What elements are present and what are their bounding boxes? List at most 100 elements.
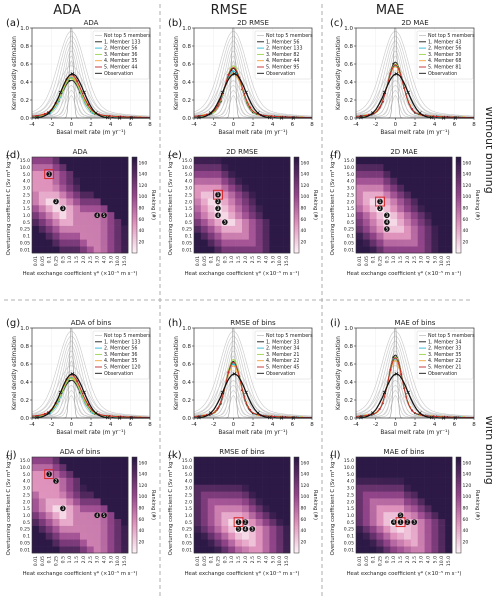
heatmap-cell [214, 477, 222, 485]
x-tick-label: 2.0 [243, 256, 249, 263]
heatmap-cell [269, 157, 277, 165]
observation-marker [394, 372, 399, 376]
top-member-rank: 4 [244, 527, 247, 532]
heatmap-cell [200, 211, 209, 220]
panel-letter: (e) [168, 150, 182, 161]
heatmap-cell [242, 170, 250, 178]
heatmap-cell [431, 191, 439, 199]
heatmap-cell [121, 246, 129, 254]
heatmap-cell [52, 225, 60, 233]
heatmap-cell [410, 218, 419, 226]
y-tick-label: 0.8 [20, 44, 29, 50]
heatmap-cell [200, 184, 209, 192]
x-tick-label: 15.0 [122, 556, 128, 566]
heatmap-cell [356, 239, 364, 247]
heatmap-cell [32, 184, 40, 192]
heatmap-cell [73, 246, 81, 254]
heatmap-cell [100, 539, 108, 547]
heatmap-cell [248, 470, 257, 478]
heatmap-cell [383, 505, 391, 513]
heatmap-cell [438, 198, 446, 206]
y-tick-label: 4.0 [185, 479, 192, 485]
x-tick-label: 8 [310, 122, 314, 128]
heatmap-cell [221, 246, 229, 254]
heatmap-cell [59, 484, 67, 492]
panel-letter: (h) [168, 318, 182, 329]
heatmap-cell [86, 484, 95, 492]
heatmap-cell [276, 198, 284, 206]
colorbar-tick-label: 40 [139, 528, 145, 534]
heatmap-cell [194, 463, 202, 472]
heatmap-cell [255, 198, 263, 206]
heatmap-cell [221, 463, 229, 472]
heatmap-cell [32, 239, 40, 247]
best-member-box [44, 169, 55, 180]
heatmap-cell [114, 498, 122, 506]
heatmap-cell [121, 477, 129, 485]
heatmap-cell [242, 177, 250, 185]
heatmap-cell [93, 205, 101, 213]
heatmap-cell [194, 177, 202, 185]
heatmap-cell [445, 246, 453, 254]
heatmap-cell [410, 191, 419, 199]
heatmap-cell [369, 539, 377, 547]
colorbar-segment [456, 488, 461, 491]
heatmap-cell [200, 463, 209, 472]
x-tick-label: 0.5 [222, 256, 228, 263]
heatmap-cell [38, 518, 47, 526]
colorbar-segment [294, 483, 299, 487]
observation-marker [256, 411, 260, 415]
observation-marker [94, 411, 98, 415]
heatmap-cell [255, 498, 263, 506]
y-tick-label: 1.0 [20, 26, 29, 32]
heatmap-cell [404, 505, 412, 513]
heatmap-cell [100, 518, 108, 526]
heatmap-cell [410, 163, 419, 172]
x-tick-label: 15.0 [446, 256, 452, 266]
colorbar-segment [132, 502, 137, 506]
heatmap-cell [276, 470, 284, 478]
heatmap-cell [376, 218, 384, 226]
heatmap-cell [424, 477, 432, 485]
colorbar-segment [294, 507, 299, 511]
heatmap-cell [369, 184, 377, 192]
heatmap-cell [228, 184, 236, 192]
heatmap-cell [262, 225, 270, 233]
heatmap-cell [93, 163, 101, 172]
heatmap-cell [121, 177, 129, 185]
colorbar-segment [132, 536, 137, 539]
heatmap-cell [194, 198, 202, 206]
heatmap-cell [390, 157, 398, 165]
heatmap-cell [121, 525, 129, 533]
y-tick-label: 1.5 [347, 206, 354, 212]
heatmap-cell [207, 225, 215, 233]
heatmap-cell [32, 518, 40, 526]
y-tick-label: 3.0 [23, 186, 30, 192]
colorbar-tick-label: 120 [139, 183, 148, 189]
top-member-marker [222, 219, 228, 225]
member-marker [232, 362, 235, 366]
heatmap-cell [93, 457, 101, 465]
heatmap-cell [228, 163, 236, 172]
y-tick-label: 2.5 [347, 192, 354, 198]
x-tick-label: 0.25 [378, 556, 384, 566]
heatmap-cell [431, 198, 439, 206]
colorbar-segment [456, 526, 461, 530]
x-tick-label: 0.5 [60, 556, 66, 563]
heatmap-cell [445, 511, 453, 520]
x-tick-label: 4.0 [102, 256, 108, 263]
heatmap-cell [207, 525, 215, 533]
observation-marker [208, 411, 213, 415]
heatmap-cell [369, 484, 377, 492]
not-top5-curve [355, 330, 474, 417]
heatmap-cell [242, 505, 250, 513]
heatmap-cell [221, 505, 229, 513]
colorbar-segment [132, 485, 137, 489]
heatmap-cell [283, 518, 291, 526]
y-axis-label: Overturning coefficient C (Sv m³ kg⁻¹) [167, 155, 174, 256]
heatmap-cell [269, 163, 277, 172]
colorbar-segment [294, 166, 299, 170]
top-member-marker [215, 205, 221, 212]
heatmap-cell [66, 546, 74, 554]
heatmap-cell [397, 539, 405, 547]
